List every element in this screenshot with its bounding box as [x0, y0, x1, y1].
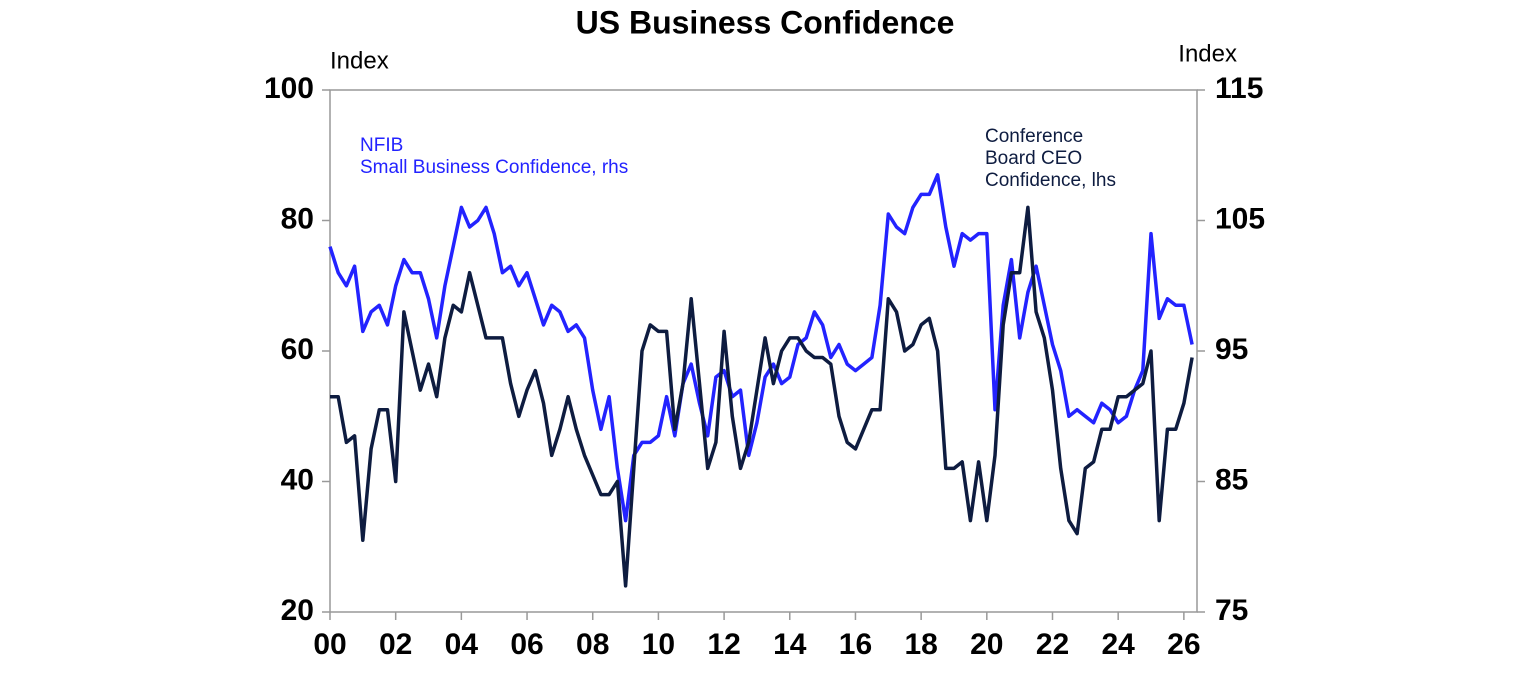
y2-axis-title: Index [1178, 40, 1237, 67]
series-line [330, 205, 1194, 588]
y2-tick-label: 75 [1215, 594, 1248, 627]
x-tick-label: 20 [970, 628, 1003, 661]
y-tick-label: 100 [264, 72, 314, 105]
series-annotation: Small Business Confidence, rhs [360, 157, 628, 178]
x-tick-label: 02 [379, 628, 412, 661]
y-tick-label: 20 [281, 594, 314, 627]
y-tick-label: 80 [281, 202, 314, 235]
x-tick-label: 18 [904, 628, 937, 661]
x-tick-label: 14 [773, 628, 807, 661]
y-tick-label: 60 [281, 333, 314, 366]
x-tick-label: 22 [1036, 628, 1069, 661]
series-annotation: NFIB [360, 135, 403, 156]
x-tick-label: 04 [445, 628, 479, 661]
y2-tick-label: 115 [1215, 72, 1263, 105]
series-annotation: Board CEO [985, 148, 1082, 169]
y2-tick-label: 85 [1215, 463, 1248, 496]
series-line [328, 173, 1194, 523]
x-tick-label: 08 [576, 628, 609, 661]
y2-tick-label: 95 [1215, 333, 1248, 366]
x-tick-label: 16 [839, 628, 872, 661]
x-tick-label: 24 [1101, 628, 1135, 661]
y-axis-title: Index [330, 47, 389, 74]
chart-title: US Business Confidence [576, 4, 955, 40]
x-tick-label: 26 [1167, 628, 1200, 661]
x-tick-label: 12 [707, 628, 740, 661]
x-tick-label: 00 [313, 628, 346, 661]
x-tick-label: 10 [642, 628, 675, 661]
y2-tick-label: 105 [1215, 202, 1265, 235]
y-tick-label: 40 [281, 463, 314, 496]
series-annotation: Conference [985, 126, 1083, 147]
x-tick-label: 06 [510, 628, 543, 661]
series-annotation: Confidence, lhs [985, 170, 1116, 191]
